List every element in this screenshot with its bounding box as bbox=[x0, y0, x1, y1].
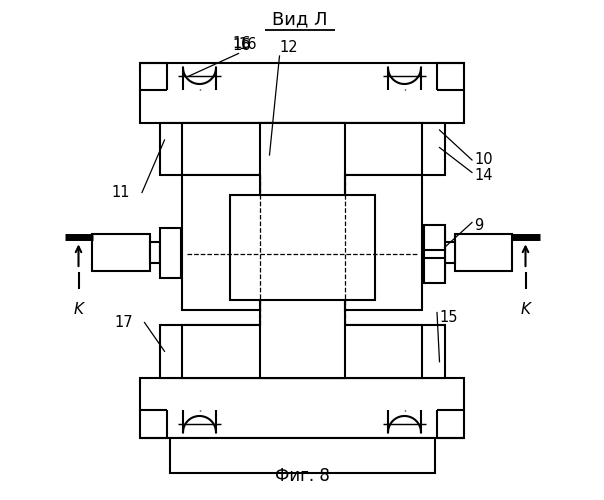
Text: 11: 11 bbox=[111, 185, 129, 200]
Bar bbox=[182, 325, 422, 378]
Text: Фиг. 8: Фиг. 8 bbox=[275, 467, 329, 485]
Text: 16: 16 bbox=[239, 37, 257, 52]
Text: Вид Л: Вид Л bbox=[272, 10, 327, 28]
Bar bbox=[92, 234, 150, 271]
Bar bbox=[140, 378, 464, 438]
Text: 14: 14 bbox=[475, 168, 493, 184]
Bar bbox=[170, 438, 434, 472]
Bar bbox=[159, 325, 445, 378]
Bar bbox=[423, 225, 445, 250]
Bar bbox=[230, 195, 374, 300]
Text: K: K bbox=[74, 302, 83, 316]
Text: 12: 12 bbox=[280, 40, 298, 54]
Bar bbox=[182, 122, 422, 175]
Bar bbox=[454, 234, 512, 271]
Text: 9: 9 bbox=[475, 218, 484, 234]
Text: 15: 15 bbox=[440, 310, 458, 325]
Text: 10: 10 bbox=[475, 152, 493, 168]
Bar bbox=[182, 175, 260, 310]
Bar bbox=[159, 228, 181, 278]
Bar bbox=[260, 122, 344, 378]
Bar bbox=[445, 242, 454, 263]
Bar bbox=[140, 62, 464, 122]
Text: 16: 16 bbox=[233, 36, 251, 51]
Bar bbox=[423, 258, 445, 282]
Bar bbox=[150, 242, 159, 263]
Text: K: K bbox=[521, 302, 530, 316]
Bar bbox=[344, 175, 422, 310]
Text: 16: 16 bbox=[233, 38, 251, 52]
Bar bbox=[159, 122, 445, 175]
Text: 17: 17 bbox=[114, 315, 133, 330]
Bar bbox=[423, 228, 445, 278]
